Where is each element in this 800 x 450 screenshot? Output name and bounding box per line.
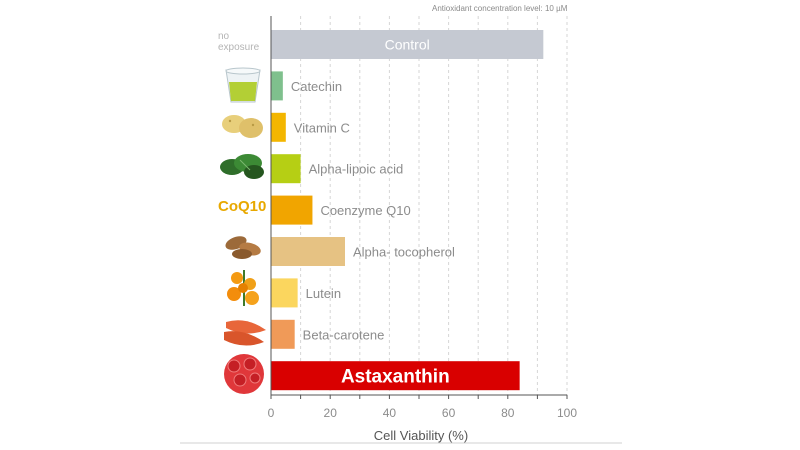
- bar-label: Astaxanthin: [341, 367, 450, 388]
- bar: [271, 361, 520, 391]
- red-cells-icon: [224, 354, 264, 394]
- x-tick-label: 60: [442, 406, 456, 420]
- carrots-icon: [224, 320, 266, 346]
- x-tick-label: 100: [557, 406, 577, 420]
- bar: [271, 71, 283, 101]
- bar-label: Lutein: [306, 286, 341, 301]
- bar-label: Catechin: [291, 79, 342, 94]
- bar-label: Control: [385, 37, 430, 53]
- bar: [271, 30, 544, 59]
- bar-label: Beta-carotene: [303, 327, 385, 342]
- x-axis-title: Cell Viability (%): [374, 428, 468, 443]
- bars-group: Control Catechin Vitamin C Alpha-lipoic aci…: [271, 30, 544, 391]
- no-exposure-label: no exposure: [218, 31, 259, 53]
- bar-label: Vitamin C: [294, 120, 350, 135]
- potatoes-icon: [222, 115, 263, 138]
- marigold-flowers-icon: [227, 270, 259, 306]
- bar-label: Coenzyme Q10: [320, 203, 410, 218]
- icons-group: [220, 67, 266, 394]
- no-exposure-line-1: no: [218, 31, 230, 42]
- bar: [271, 278, 298, 308]
- coq10-logo-icon: CoQ10: [218, 198, 267, 215]
- bar: [271, 112, 286, 142]
- green-tea-glass-icon: [225, 67, 261, 103]
- bar-label: Alpha- tocopherol: [353, 245, 455, 260]
- x-axis: 0 20 40 60 80 100 Cell Viability (%): [268, 16, 577, 443]
- spinach-icon: [220, 154, 264, 179]
- x-tick-label: 40: [383, 406, 397, 420]
- bar: [271, 154, 301, 184]
- bar: [271, 195, 313, 225]
- x-tick-label: 20: [324, 406, 338, 420]
- bar: [271, 319, 295, 349]
- x-tick-label: 80: [501, 406, 515, 420]
- x-tick-label: 0: [268, 406, 275, 420]
- concentration-note: Antioxidant concentration level: 10 µM: [432, 4, 568, 13]
- almonds-icon: [225, 236, 261, 259]
- no-exposure-line-2: exposure: [218, 42, 260, 53]
- bar-label: Alpha-lipoic acid: [309, 162, 404, 177]
- bar: [271, 237, 345, 266]
